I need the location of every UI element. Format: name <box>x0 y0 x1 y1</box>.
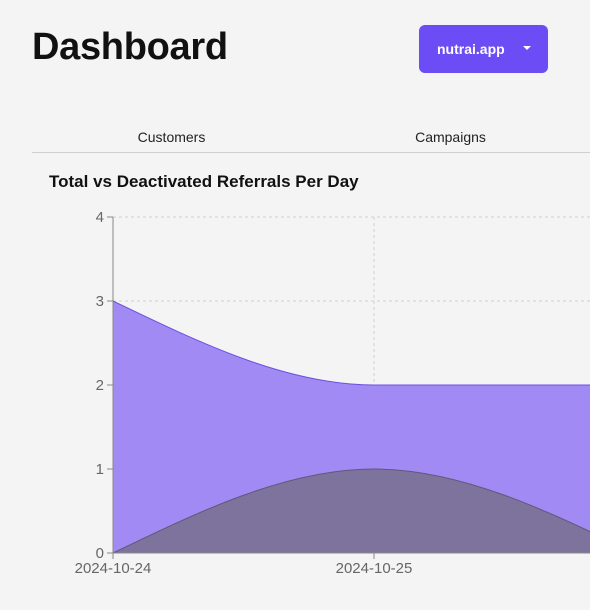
chart-areas <box>112 300 590 554</box>
y-tick-label: 1 <box>96 461 104 478</box>
x-tick-label: 2024-10-25 <box>336 560 413 577</box>
org-select-button[interactable]: nutrai.app <box>419 25 548 73</box>
page-title: Dashboard <box>32 26 228 68</box>
area-total-referrals-line <box>112 300 590 386</box>
chart-axes: 0 1 2 3 4 2024-10-24 2024-10-25 <box>75 209 590 577</box>
y-tick-label: 2 <box>96 377 104 394</box>
tab-bar: Customers Campaigns <box>32 120 590 153</box>
y-tick-label: 3 <box>96 293 104 310</box>
chart-title: Total vs Deactivated Referrals Per Day <box>49 172 359 191</box>
org-select-label: nutrai.app <box>437 41 505 57</box>
tab-campaigns[interactable]: Campaigns <box>415 129 486 145</box>
x-tick-label: 2024-10-24 <box>75 560 152 577</box>
y-tick-label: 4 <box>96 209 104 226</box>
area-deactivated-referrals-line <box>112 468 590 554</box>
area-deactivated-referrals <box>113 469 590 553</box>
chevron-down-icon <box>523 46 531 50</box>
y-tick-label: 0 <box>96 545 104 562</box>
tab-customers[interactable]: Customers <box>137 129 206 145</box>
